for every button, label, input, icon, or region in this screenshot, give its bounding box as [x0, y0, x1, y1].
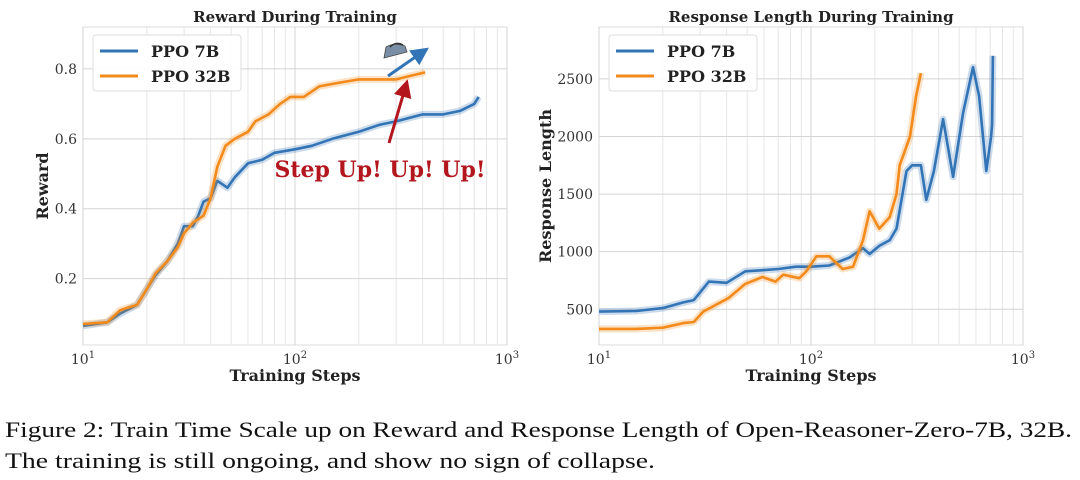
iron-handle	[389, 42, 404, 48]
blue-trend-arrow	[387, 47, 429, 78]
x-tick-label: 103	[495, 350, 519, 368]
series-line-ppo-32b	[599, 72, 923, 331]
red-arrow	[387, 79, 412, 144]
iron-icon	[383, 42, 408, 59]
legend-label: PPO 7B	[151, 42, 219, 61]
chart-title: Response Length During Training	[668, 8, 954, 26]
y-tick-label: 1500	[557, 187, 593, 203]
y-axis-label: Reward	[33, 152, 52, 219]
y-tick-label: 2500	[557, 72, 593, 88]
x-axis-label: Training Steps	[745, 366, 876, 385]
y-tick-label: 1000	[557, 245, 593, 261]
series-line-ppo-32b	[82, 71, 426, 326]
legend-label: PPO 7B	[667, 42, 735, 61]
x-axis-label: Training Steps	[229, 366, 360, 385]
series-line-ppo-7b	[598, 55, 995, 313]
y-tick-label: 0.8	[55, 62, 77, 78]
y-axis-label: Response Length	[536, 109, 555, 263]
x-tick-label: 101	[587, 350, 611, 368]
y-tick-label: 0.2	[55, 272, 77, 288]
legend-label: PPO 32B	[667, 67, 746, 86]
y-tick-label: 2000	[557, 129, 593, 145]
legend-label: PPO 32B	[151, 67, 230, 86]
x-tick-label: 101	[71, 350, 95, 368]
annotation-text: Step Up! Up! Up!	[274, 157, 485, 183]
y-tick-label: 0.4	[55, 202, 77, 218]
caption-line-2: The training is still ongoing, and show …	[5, 448, 655, 473]
y-tick-label: 0.6	[55, 132, 77, 148]
y-tick-label: 500	[566, 302, 593, 318]
caption-line-1: Figure 2: Train Time Scale up on Reward …	[5, 417, 1072, 442]
reward-chart: Reward During Training Training Steps Re…	[33, 8, 519, 385]
chart-title: Reward During Training	[193, 8, 397, 26]
x-tick-label: 103	[1011, 350, 1035, 368]
response-length-chart: Response Length During Training Training…	[536, 8, 1035, 385]
